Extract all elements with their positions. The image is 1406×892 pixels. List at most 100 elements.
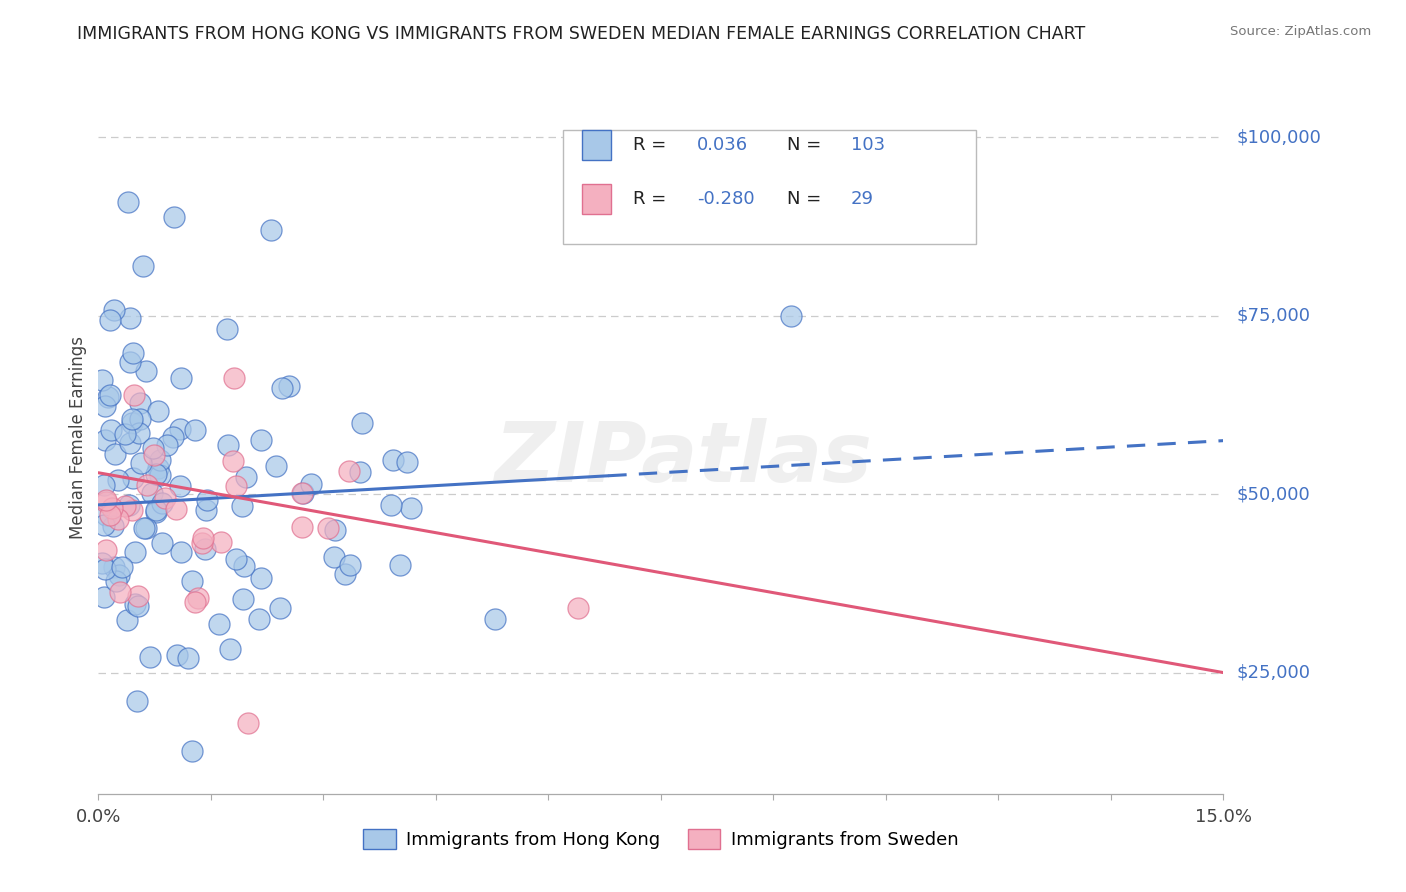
Point [142, 441, 165, 455]
Point [382, 452, 405, 467]
Point [94, 493, 117, 508]
Point [127, 589, 149, 603]
Point [219, 642, 242, 657]
Point [111, 559, 134, 574]
Point [209, 535, 232, 549]
Point [217, 437, 239, 451]
Point [91, 557, 114, 571]
Point [94, 494, 117, 508]
Point [184, 595, 207, 609]
Point [121, 503, 143, 517]
Point [235, 470, 257, 484]
Text: $25,000: $25,000 [1237, 664, 1310, 681]
Point [224, 371, 246, 385]
Point [104, 447, 127, 461]
Point [779, 309, 801, 323]
Point [103, 303, 125, 318]
Text: N =: N = [787, 190, 827, 208]
Point [118, 355, 141, 369]
Point [145, 502, 167, 516]
Point [277, 379, 299, 393]
Point [291, 486, 314, 500]
FancyBboxPatch shape [564, 130, 976, 244]
Point [148, 404, 170, 418]
Point [299, 477, 322, 491]
Point [165, 502, 187, 516]
Point [91, 373, 114, 387]
Point [208, 616, 231, 631]
Point [93, 478, 115, 492]
Point [169, 479, 191, 493]
Point [145, 504, 167, 518]
Point [396, 455, 419, 469]
Point [118, 499, 141, 513]
Point [94, 508, 117, 522]
Point [117, 613, 139, 627]
Point [291, 486, 314, 500]
Text: N =: N = [787, 136, 827, 154]
Point [225, 479, 247, 493]
Point [399, 501, 422, 516]
Point [98, 508, 121, 523]
Point [388, 558, 411, 573]
Text: Source: ZipAtlas.com: Source: ZipAtlas.com [1230, 25, 1371, 38]
Point [150, 496, 173, 510]
Point [132, 259, 155, 273]
Point [184, 423, 207, 437]
Point [260, 223, 283, 237]
Point [153, 491, 176, 505]
Point [114, 499, 136, 513]
Point [166, 648, 188, 662]
Point [142, 448, 165, 462]
Text: 103: 103 [851, 136, 884, 154]
Point [238, 715, 260, 730]
Point [195, 493, 218, 508]
Point [191, 536, 214, 550]
Point [225, 552, 247, 566]
Point [120, 311, 142, 326]
Point [250, 571, 273, 585]
Y-axis label: Median Female Earnings: Median Female Earnings [69, 335, 87, 539]
Text: -0.280: -0.280 [697, 190, 755, 208]
Point [484, 611, 506, 625]
Point [333, 566, 356, 581]
Point [97, 390, 120, 404]
Point [138, 650, 160, 665]
Point [269, 601, 291, 615]
Point [121, 416, 143, 430]
Point [149, 452, 172, 467]
Text: $100,000: $100,000 [1237, 128, 1322, 146]
Point [122, 471, 145, 485]
Point [93, 517, 115, 532]
Point [156, 437, 179, 451]
Point [215, 322, 238, 336]
Point [339, 558, 361, 573]
Point [98, 388, 121, 402]
Point [136, 477, 159, 491]
Text: 29: 29 [851, 190, 873, 208]
Point [162, 430, 184, 444]
Point [146, 460, 169, 475]
Bar [582, 184, 610, 214]
Point [135, 364, 157, 378]
Point [222, 454, 245, 468]
Point [270, 381, 292, 395]
Point [349, 465, 371, 479]
Text: R =: R = [633, 190, 672, 208]
Point [232, 591, 254, 606]
Point [127, 694, 149, 708]
Legend: Immigrants from Hong Kong, Immigrants from Sweden: Immigrants from Hong Kong, Immigrants fr… [356, 822, 966, 856]
Point [124, 597, 146, 611]
Text: R =: R = [633, 136, 672, 154]
Point [94, 400, 117, 414]
Point [127, 599, 149, 613]
Point [567, 601, 589, 615]
Point [191, 531, 214, 545]
Point [103, 560, 125, 574]
Point [180, 574, 202, 588]
Point [177, 651, 200, 665]
Point [187, 591, 209, 605]
Point [169, 422, 191, 436]
Point [118, 436, 141, 450]
Point [129, 412, 152, 426]
